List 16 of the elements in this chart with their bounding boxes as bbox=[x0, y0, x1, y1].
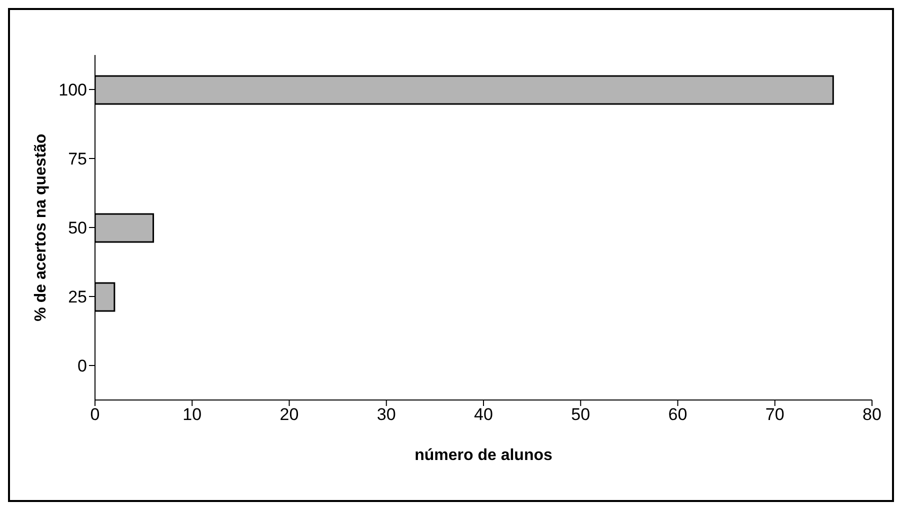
y-tick-label: 75 bbox=[68, 150, 87, 169]
y-tick-label: 25 bbox=[68, 288, 87, 307]
x-tick-label: 80 bbox=[862, 405, 882, 424]
x-tick-label: 0 bbox=[90, 405, 100, 424]
x-tick-label: 70 bbox=[765, 405, 784, 424]
x-tick-label: 20 bbox=[280, 405, 299, 424]
y-axis-title: % de acertos na questão bbox=[32, 133, 50, 322]
x-tick-label: 10 bbox=[182, 405, 202, 424]
x-tick-label: 60 bbox=[668, 405, 688, 424]
y-tick-label: 50 bbox=[68, 218, 87, 238]
x-tick-label: 30 bbox=[376, 405, 396, 424]
y-tick-label: 0 bbox=[78, 356, 87, 376]
x-tick-label: 40 bbox=[474, 405, 493, 424]
x-axis-title: número de alunos bbox=[414, 447, 552, 464]
x-tick-label: 50 bbox=[571, 405, 590, 424]
y-tick-label: 100 bbox=[58, 80, 87, 100]
